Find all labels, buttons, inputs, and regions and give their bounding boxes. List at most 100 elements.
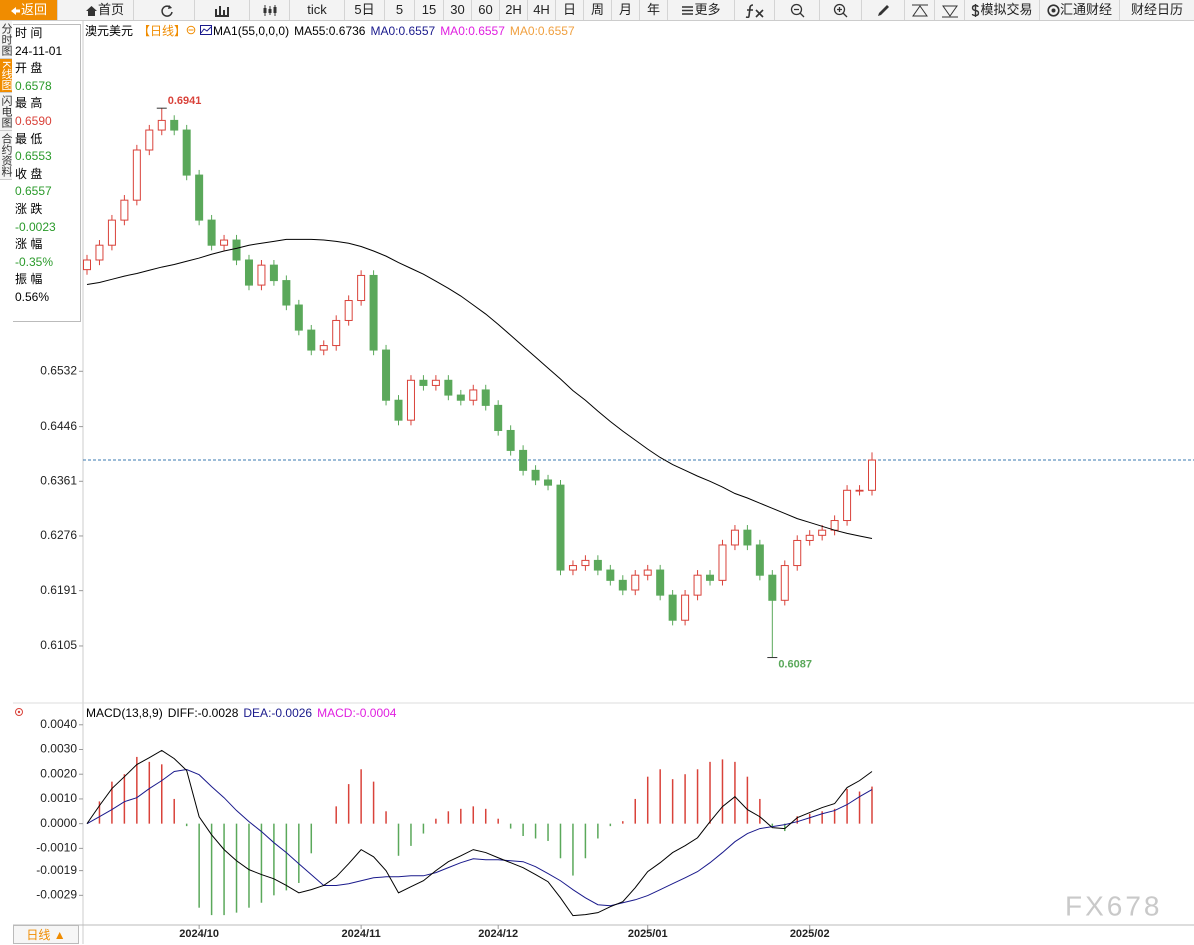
candle-body	[107, 219, 116, 246]
candle-body	[95, 244, 104, 261]
period-button[interactable]: 年	[640, 0, 668, 20]
candle-body	[456, 394, 465, 401]
calendar-link[interactable]: 财经日历	[1120, 0, 1194, 20]
candle-body	[406, 379, 415, 421]
high-label: 0.6941	[168, 95, 202, 107]
candle-body	[631, 574, 640, 591]
formula-button[interactable]	[735, 0, 775, 20]
candle-body	[282, 280, 291, 306]
side-tab[interactable]: 分时图	[0, 21, 12, 59]
low-label: 0.6087	[778, 658, 812, 670]
side-tab[interactable]: 合约资料	[0, 131, 12, 181]
y-tick-label: 0.6105	[40, 638, 77, 652]
info-value: 24-11-01	[15, 43, 63, 58]
candle-body	[668, 594, 677, 621]
y-tick-label: 0.6446	[40, 419, 77, 433]
period-button[interactable]: 60	[472, 0, 500, 20]
calendar-label: 财经日历	[1130, 2, 1183, 17]
info-label: 开 盘	[15, 61, 43, 76]
candle-body	[568, 565, 577, 571]
candle-button[interactable]	[250, 0, 290, 20]
fx678-label: 汇通财经	[1059, 2, 1112, 17]
more-button[interactable]: 更多	[668, 0, 735, 20]
candle-body	[606, 569, 615, 581]
legend-item: MA1(55,0,0,0)	[213, 24, 290, 38]
info-label: 最 高	[15, 96, 43, 111]
info-label: 涨 幅	[15, 237, 43, 252]
candle-body	[830, 520, 839, 531]
indicator-icon[interactable]	[200, 25, 213, 35]
candle-body	[506, 429, 515, 451]
candle-body	[132, 149, 141, 201]
back-button[interactable]: 返回	[0, 0, 58, 20]
side-tab[interactable]: 闪电图	[0, 93, 12, 132]
tool-down[interactable]	[935, 0, 965, 20]
fx678-link[interactable]: 汇通财经	[1040, 0, 1120, 20]
candle-body	[357, 274, 366, 302]
y-tick-label: -0.0010	[36, 841, 77, 855]
side-tab[interactable]: K线图	[0, 59, 12, 94]
period-button[interactable]: 日	[556, 0, 584, 20]
chart-legend: 澳元美元 【日线】 MA1(55,0,0,0) MA55:0.6736 MA0:0.65…	[85, 22, 580, 39]
period: 【日线】	[138, 24, 187, 38]
candle-body	[145, 129, 154, 151]
info-value: 0.56%	[15, 289, 50, 304]
chart-type-button[interactable]	[195, 0, 250, 20]
candle-body	[755, 544, 764, 576]
info-value: 0.6590	[15, 113, 52, 128]
y-tick-label: 0.6276	[40, 528, 77, 542]
period-button[interactable]: tick	[290, 0, 345, 20]
candle-body	[693, 574, 702, 596]
candle-body	[718, 544, 727, 581]
candle-body	[332, 319, 341, 347]
candle-body	[481, 389, 490, 406]
diff-line	[86, 749, 873, 917]
back-label: 返回	[20, 2, 47, 17]
candle-body	[120, 199, 129, 221]
home-button[interactable]: 首页	[76, 0, 134, 20]
info-label: 最 低	[15, 131, 43, 146]
ma-line	[86, 238, 873, 540]
info-value: 0.6553	[15, 149, 52, 164]
candle-body	[868, 459, 876, 491]
period-button[interactable]: 5	[385, 0, 415, 20]
candle-body	[556, 484, 565, 571]
symbol: 澳元美元	[85, 24, 134, 38]
legend-item: DEA:-0.0026	[243, 706, 313, 720]
period-selector[interactable]: 日线 ▲	[13, 925, 79, 944]
settings-icon[interactable]	[186, 25, 196, 35]
sim-trade[interactable]: 模拟交易	[965, 0, 1040, 20]
refresh-button[interactable]	[140, 0, 195, 20]
candle-body	[618, 579, 627, 591]
candle-body	[344, 300, 353, 321]
candle-body	[244, 259, 253, 286]
period-button[interactable]: 15	[415, 0, 444, 20]
candle-body	[419, 379, 428, 386]
toolbar: 返回 首页 更多 模拟交易 汇通财经 财经日历 tick 5日 5 15 30 60 2H 4…	[0, 0, 1194, 21]
info-label: 收 盘	[15, 166, 43, 181]
candle-body	[544, 479, 553, 486]
dea-line	[86, 769, 873, 907]
draw-tool[interactable]	[862, 0, 905, 20]
period-button[interactable]: 周	[584, 0, 612, 20]
period-button[interactable]: 4H	[528, 0, 556, 20]
info-value: 0.6578	[15, 78, 52, 93]
zoom-in[interactable]	[820, 0, 862, 20]
y-tick-label: 0.0020	[40, 766, 77, 780]
period-button[interactable]: 5日	[345, 0, 385, 20]
macd-legend: MACD(13,8,9) DIFF:-0.0028 DEA:-0.0026 MACD:…	[86, 706, 401, 720]
info-label: 时 间	[15, 26, 43, 40]
legend-item: MA0:0.6557	[509, 24, 575, 38]
period-button[interactable]: 2H	[500, 0, 528, 20]
tool-up[interactable]	[905, 0, 935, 20]
legend-item: DIFF:-0.0028	[167, 706, 239, 720]
candle-body	[519, 449, 528, 471]
candle-body	[431, 379, 440, 386]
period-button[interactable]: 月	[612, 0, 640, 20]
candle-body	[581, 559, 590, 567]
period-button[interactable]: 30	[444, 0, 472, 20]
candle-body	[730, 529, 739, 546]
zoom-out[interactable]	[775, 0, 820, 20]
x-tick-label: 2024/11	[342, 928, 381, 940]
candle-body	[593, 559, 602, 571]
